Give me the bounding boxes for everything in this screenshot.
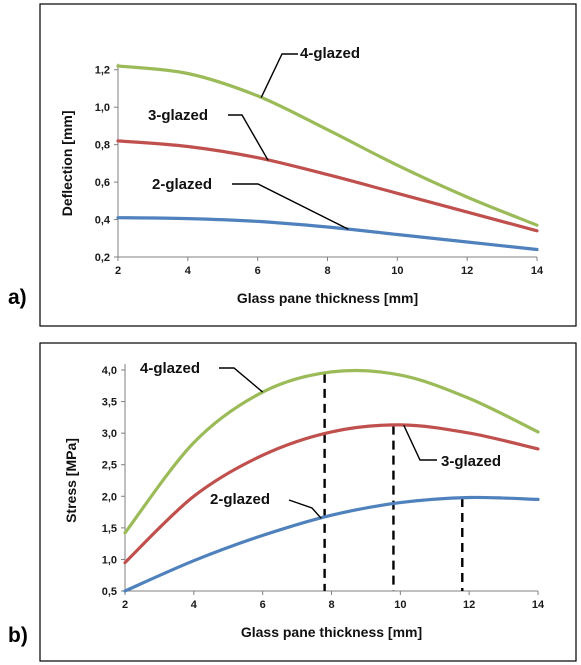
y-axis-title: Stress [MPa] (63, 438, 79, 523)
deflection-chart: 2 4 6 8 10 12 14 0,2 0,4 0,6 0,8 1,0 1,2 Glass pane t… (59, 45, 544, 306)
x-tick-label: 14 (532, 599, 545, 611)
series-line-2-glazed (116, 216, 539, 252)
annotation-label-4-glazed: 4-glazed (300, 45, 360, 62)
x-tick-label: 10 (394, 599, 406, 611)
x-tick-label: 2 (115, 265, 121, 277)
y-tick-label: 1,0 (95, 102, 110, 114)
x-axis-title: Glass pane thickness [mm] (237, 290, 418, 306)
annotation-label-2-glazed: 2-glazed (210, 491, 270, 508)
y-tick-label: 2,5 (102, 460, 117, 472)
y-tick-label: 0,4 (95, 215, 111, 227)
y-tick-label: 0,5 (102, 586, 117, 598)
panel-a-frame (39, 3, 577, 327)
y-tick-label: 2,0 (102, 491, 117, 503)
y-tick-label: 0,8 (95, 140, 110, 152)
y-tick-label: 1,5 (102, 523, 117, 535)
panel-b-label: b) (8, 624, 28, 647)
series-line-2-glazed (123, 495, 540, 593)
annotation-leader-4-glazed (219, 367, 264, 393)
y-tick-label: 1,2 (95, 65, 110, 77)
annotation-leader-2-glazed (288, 499, 322, 519)
x-tick-label: 4 (191, 599, 198, 611)
x-axis-title: Glass pane thickness [mm] (241, 624, 422, 640)
annotation-leader-2-glazed (232, 183, 349, 230)
annotation-label-3-glazed: 3-glazed (441, 453, 501, 470)
x-tick-label: 8 (328, 599, 334, 611)
series-line-3-glazed (116, 139, 539, 233)
x-tick-label: 2 (122, 599, 128, 611)
annotation-leader-3-glazed (403, 425, 437, 461)
y-tick-label: 0,6 (95, 177, 110, 189)
y-axis-title: Deflection [mm] (59, 110, 75, 216)
x-tick-label: 8 (324, 265, 330, 277)
x-tick-label: 6 (255, 265, 261, 277)
y-tick-label: 0,2 (95, 252, 110, 264)
series-line-3-glazed (123, 423, 540, 565)
x-tick-label: 4 (185, 265, 192, 277)
panel-a-label: a) (8, 286, 27, 309)
annotation-label-2-glazed: 2-glazed (152, 176, 212, 193)
annotation-label-4-glazed: 4-glazed (140, 360, 200, 377)
annotation-leader-4-glazed (260, 53, 298, 98)
y-tick-label: 3,5 (102, 397, 117, 409)
series-line-4-glazed (116, 64, 539, 227)
stress-chart: 2 4 6 8 10 12 14 0,5 1,0 1,5 2,0 2,5 3,0 3,5 4,0 Glass … (63, 360, 545, 640)
y-tick-label: 1,0 (102, 554, 117, 566)
x-tick-label: 14 (531, 265, 544, 277)
x-tick-label: 6 (260, 599, 266, 611)
x-tick-label: 10 (391, 265, 403, 277)
x-tick-label: 12 (461, 265, 473, 277)
series-line-4-glazed (123, 368, 540, 535)
panel-b-frame (39, 342, 577, 662)
x-tick-label: 12 (463, 599, 475, 611)
y-tick-label: 4,0 (102, 365, 117, 377)
y-tick-label: 3,0 (102, 428, 117, 440)
annotation-leader-3-glazed (228, 114, 269, 161)
annotation-label-3-glazed: 3-glazed (148, 107, 208, 124)
